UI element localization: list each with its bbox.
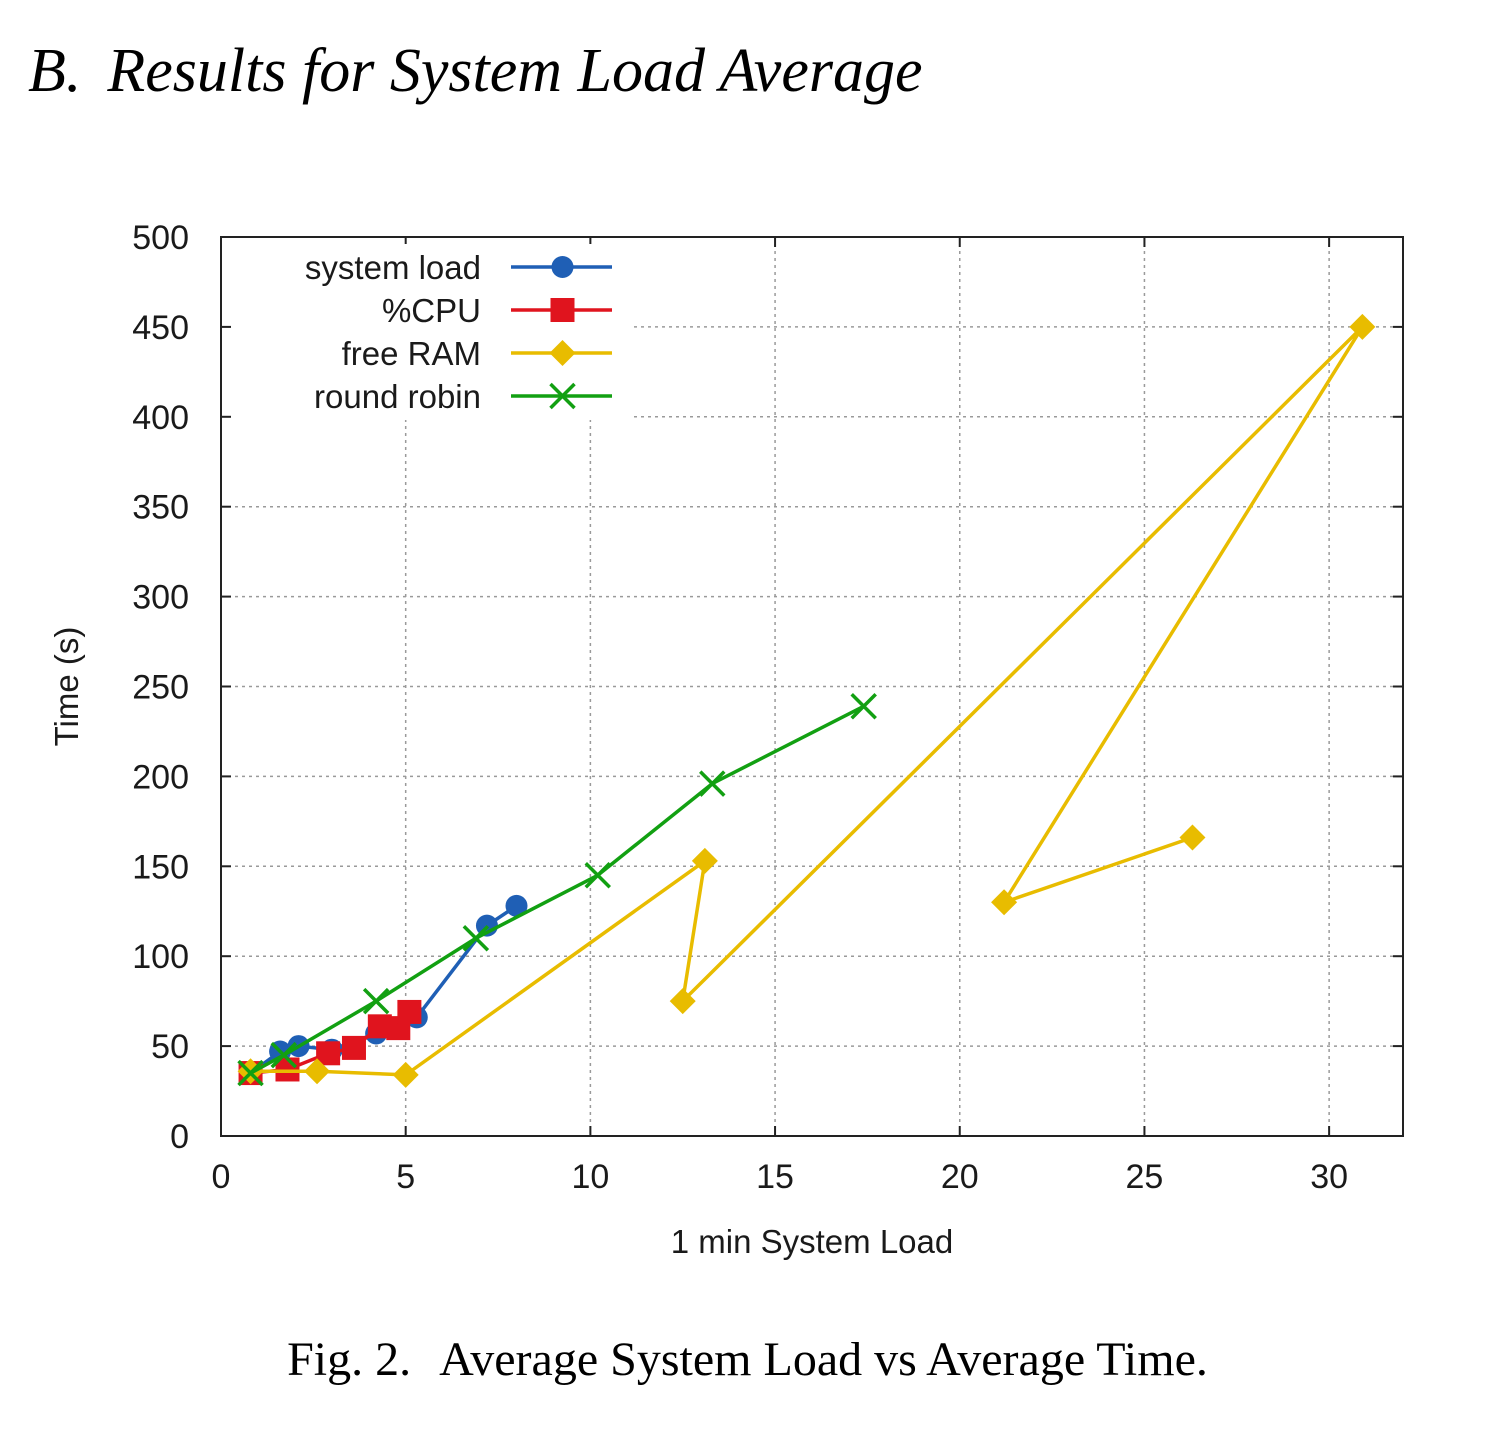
figure-label: Fig. 2. xyxy=(287,1333,412,1386)
x-tick-label: 30 xyxy=(1310,1158,1348,1196)
data-point-round-robin xyxy=(699,770,726,797)
legend-swatch-marker xyxy=(549,340,576,366)
data-point-round-robin xyxy=(584,862,612,889)
series-line-free-ram xyxy=(250,325,1365,1077)
data-point-cpu xyxy=(316,1041,341,1066)
data-point-cpu xyxy=(397,999,422,1024)
y-tick-label: 200 xyxy=(132,758,189,796)
y-axis-label: Time (s) xyxy=(48,627,85,747)
data-point-round-robin xyxy=(850,693,877,720)
data-point-round-robin xyxy=(237,1059,264,1087)
series-free-ram xyxy=(237,313,1376,1088)
data-point-round-robin xyxy=(362,987,390,1015)
x-tick-label: 0 xyxy=(212,1158,231,1196)
data-point-system-load xyxy=(505,894,528,917)
y-tick-label: 0 xyxy=(170,1118,189,1156)
y-tick-label: 300 xyxy=(132,579,189,617)
section-title: Results for System Load Average xyxy=(107,37,923,105)
series-line-round-robin xyxy=(249,704,865,1075)
data-point-free-ram xyxy=(669,988,696,1015)
legend-swatch-marker xyxy=(549,382,576,410)
data-point-free-ram xyxy=(691,847,718,874)
data-point-free-ram xyxy=(1179,824,1206,851)
legend-swatch-marker xyxy=(551,256,574,278)
legend: system load %CPU free RAM round robin xyxy=(232,244,632,420)
legend-item-round-robin: round robin xyxy=(314,378,612,415)
legend-label: %CPU xyxy=(382,292,481,329)
x-tick-label: 10 xyxy=(571,1158,609,1196)
data-point-free-ram xyxy=(392,1061,419,1088)
x-tick-label: 25 xyxy=(1126,1158,1164,1196)
plot-frame xyxy=(220,236,1404,1137)
series-layer xyxy=(237,313,1376,1088)
legend-label: system load xyxy=(305,249,481,286)
y-tick-label: 50 xyxy=(151,1028,189,1066)
x-tick-label: 15 xyxy=(756,1158,794,1196)
axis-ticks: 0 5 10 15 20 25 300501001502002503003504004505… xyxy=(132,219,1403,1196)
y-tick-label: 400 xyxy=(132,399,189,437)
x-tick-label: 20 xyxy=(941,1158,979,1196)
y-tick-label: 150 xyxy=(132,848,189,886)
figure-caption-text: Average System Load vs Average Time. xyxy=(439,1333,1208,1386)
y-tick-label: 250 xyxy=(132,669,189,707)
y-tick-label: 500 xyxy=(132,219,189,257)
legend-label: free RAM xyxy=(342,335,481,372)
data-point-round-robin xyxy=(462,924,490,952)
y-tick-label: 100 xyxy=(132,938,189,976)
section-heading: B. Results for System Load Average xyxy=(28,36,923,107)
data-point-free-ram xyxy=(1349,313,1376,340)
data-point-free-ram xyxy=(304,1058,331,1085)
legend-item-system-load: system load xyxy=(305,249,612,286)
legend-item-free-ram: free RAM xyxy=(342,335,612,372)
section-number: B. xyxy=(28,37,82,105)
x-axis-label: 1 min System Load xyxy=(671,1223,953,1260)
legend-swatch-marker xyxy=(550,298,575,322)
figure-caption: Fig. 2. Average System Load vs Average Ti… xyxy=(0,1332,1495,1387)
data-point-cpu xyxy=(341,1035,366,1060)
legend-item-cpu: %CPU xyxy=(382,292,612,329)
series-round-robin xyxy=(237,693,877,1087)
x-tick-label: 5 xyxy=(396,1158,415,1196)
y-tick-label: 450 xyxy=(132,309,189,347)
line-chart: 0 5 10 15 20 25 300501001502002503003504004505… xyxy=(48,219,1404,1260)
y-tick-label: 350 xyxy=(132,489,189,527)
data-point-free-ram xyxy=(991,889,1018,916)
data-point-round-robin xyxy=(270,1041,298,1069)
legend-label: round robin xyxy=(314,378,481,415)
